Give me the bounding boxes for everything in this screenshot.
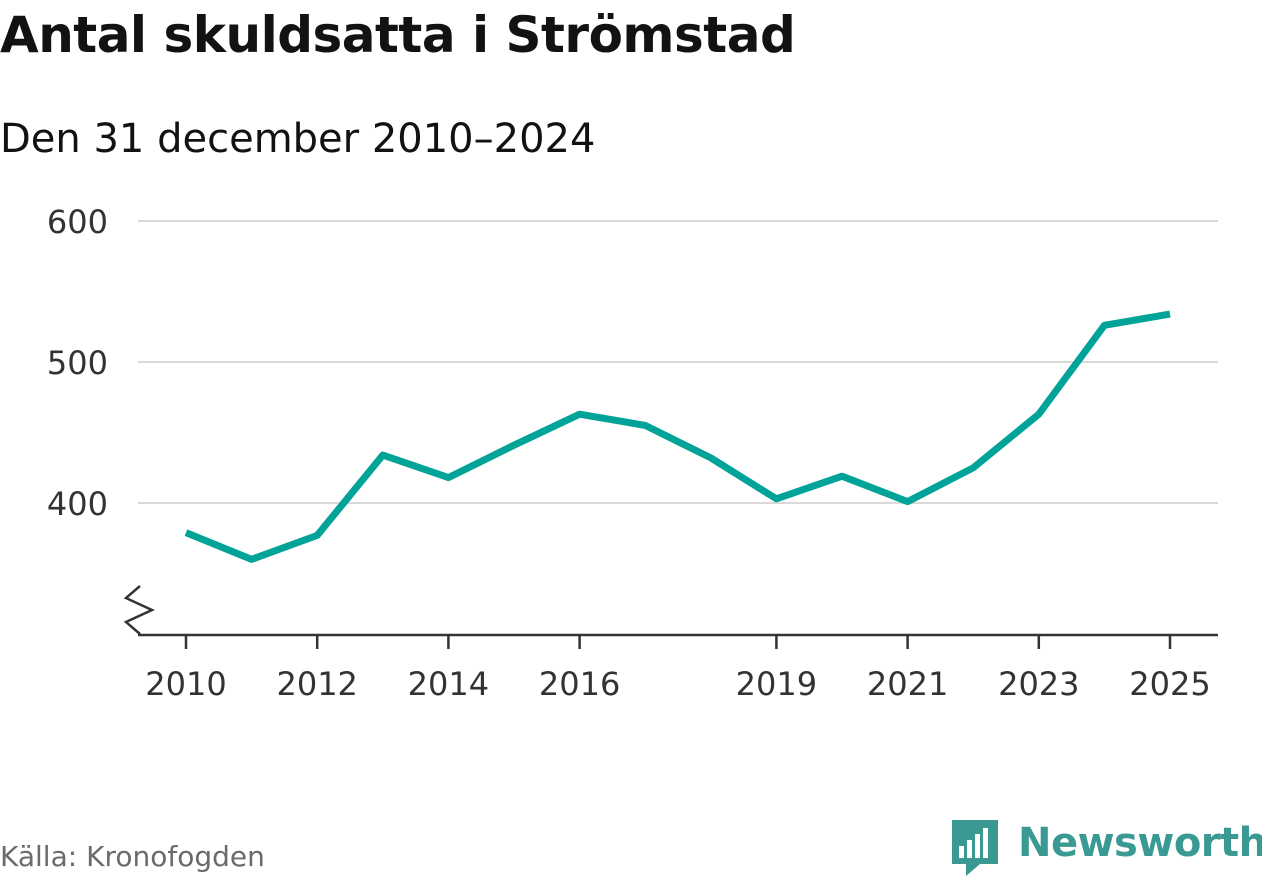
- x-tick-label: 2016: [539, 665, 620, 703]
- x-axis-ticks: 2010 2012 2014 2016 2019 2021 2023 2025: [145, 635, 1211, 703]
- axis-break-zigzag: [123, 585, 155, 635]
- y-tick-label: 500: [47, 344, 108, 382]
- x-tick-label: 2010: [145, 665, 226, 703]
- x-tick-label: 2014: [408, 665, 489, 703]
- x-tick-label: 2025: [1129, 665, 1210, 703]
- newsworthy-logo-icon: [952, 820, 998, 876]
- gridlines: [138, 220, 1218, 504]
- series-layer: [184, 310, 1171, 563]
- brand-logo: Newsworthy: [950, 818, 1262, 878]
- axis-break-icon: [123, 585, 155, 635]
- x-tick-label: 2019: [736, 665, 817, 703]
- y-tick-label: 400: [47, 485, 108, 523]
- y-tick-label: 600: [47, 203, 108, 241]
- series-line-0: [184, 310, 1171, 563]
- x-tick-label: 2023: [998, 665, 1079, 703]
- chart-title: Antal skuldsatta i Strömstad: [0, 6, 796, 64]
- brand-name: Newsworthy: [1018, 820, 1262, 866]
- x-tick-label: 2012: [276, 665, 357, 703]
- chart-subtitle: Den 31 december 2010–2024: [0, 116, 596, 162]
- y-axis-ticks: 400 500 600: [47, 203, 108, 523]
- source-note: Källa: Kronofogden: [0, 840, 265, 873]
- x-tick-label: 2021: [867, 665, 948, 703]
